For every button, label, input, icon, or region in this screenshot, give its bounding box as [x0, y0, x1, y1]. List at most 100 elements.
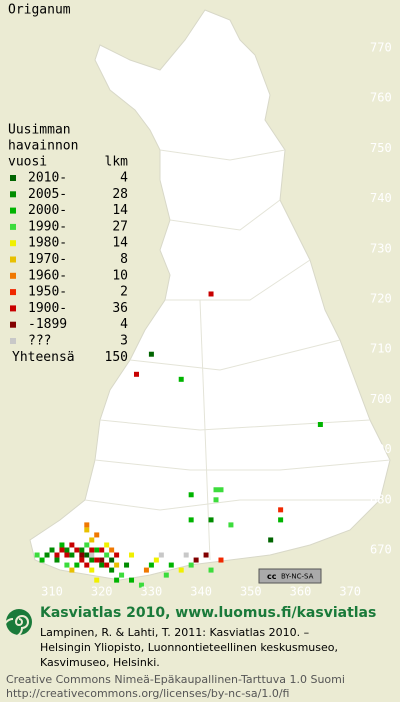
legend-label: 1900-	[28, 301, 67, 316]
legend-count: 3	[120, 334, 128, 349]
legend-swatch	[10, 272, 16, 279]
legend-count: 4	[120, 171, 128, 186]
observation-square	[79, 552, 85, 558]
observation-square	[114, 552, 120, 558]
legend-label: 1990-	[28, 219, 67, 234]
citation-line: Lampinen, R. & Lahti, T. 2011: Kasviatla…	[40, 626, 309, 639]
legend-swatch	[10, 191, 16, 198]
observation-square	[218, 487, 224, 493]
observation-square	[109, 547, 115, 553]
observation-square	[99, 547, 105, 553]
observation-square	[59, 547, 65, 553]
observation-square	[109, 557, 115, 563]
observation-square	[228, 522, 234, 528]
region-borders	[84, 149, 391, 561]
legend-count: 27	[112, 219, 128, 234]
citation-line: Helsingin Yliopisto, Luonnontieteellinen…	[40, 641, 338, 654]
legend-header: Uusimman	[8, 123, 71, 138]
legend-label: 2005-	[28, 187, 67, 202]
legend-swatch	[10, 305, 16, 312]
observation-square	[54, 557, 60, 563]
badge-terms: BY-NC-SA	[281, 573, 314, 581]
observation-square	[69, 567, 75, 573]
observation-square	[34, 552, 40, 558]
legend-swatch	[10, 256, 16, 263]
observation-square	[104, 552, 110, 558]
observation-square	[208, 567, 214, 573]
observation-square	[39, 557, 45, 563]
legend-count: 8	[120, 252, 128, 267]
y-axis-label: 690	[370, 442, 392, 456]
observation-square	[89, 552, 95, 558]
legend-swatch	[10, 240, 16, 247]
legend-count: 14	[112, 203, 128, 218]
observation-square	[119, 572, 125, 578]
legend-label: 1980-	[28, 236, 67, 251]
observation-square	[104, 562, 110, 568]
license-badge: cc BY-NC-SA	[258, 568, 322, 584]
observation-square	[268, 537, 274, 543]
observation-square	[84, 522, 90, 528]
observation-square	[79, 557, 85, 563]
observation-square	[278, 507, 284, 513]
badge-cc: cc	[267, 572, 277, 581]
y-axis-label: 770	[370, 41, 392, 55]
logo-circle	[6, 609, 32, 635]
legend-label: ???	[28, 334, 51, 349]
legend-swatch	[10, 289, 16, 296]
observation-square	[183, 552, 189, 558]
legend-label: 2010-	[28, 171, 67, 186]
license-line: Creative Commons Nimeä-Epäkaupallinen-Ta…	[6, 673, 345, 686]
legend-label: 1950-	[28, 285, 67, 300]
species-title: Origanum	[8, 3, 71, 18]
observation-square	[114, 577, 120, 583]
observation-square	[94, 577, 100, 583]
legend-label: 1960-	[28, 268, 67, 283]
legend-count: 28	[112, 187, 128, 202]
x-axis-label: 320	[91, 585, 113, 599]
observation-square	[94, 532, 100, 538]
observation-square	[218, 557, 224, 563]
x-axis-label: 310	[41, 585, 63, 599]
observation-square	[99, 562, 105, 568]
legend-header: havainnon	[8, 139, 78, 154]
total-label: Yhteensä	[12, 350, 75, 365]
observation-square	[163, 572, 169, 578]
observation-square	[138, 582, 144, 588]
observation-square	[84, 562, 90, 568]
observation-square	[278, 517, 284, 523]
observation-square	[129, 577, 135, 583]
legend-swatch	[10, 338, 16, 344]
observation-square	[143, 567, 149, 573]
observation-square	[89, 547, 95, 553]
observation-square	[89, 567, 95, 573]
observation-square	[59, 542, 65, 548]
observation-square	[208, 291, 214, 297]
observation-square	[148, 562, 154, 568]
badge-box	[258, 568, 322, 584]
observation-square	[213, 497, 219, 503]
legend-label: 1970-	[28, 252, 67, 267]
x-axis-label: 340	[190, 585, 212, 599]
legend-swatch	[10, 321, 16, 328]
x-axis-label: 370	[339, 585, 361, 599]
observations	[34, 291, 323, 588]
y-axis-label: 760	[370, 91, 392, 105]
observation-square	[94, 547, 100, 553]
observation-square	[153, 557, 159, 563]
observation-square	[64, 562, 70, 568]
observation-square	[99, 557, 105, 563]
legend-header: vuosi	[8, 155, 47, 170]
legend-label: -1899	[28, 317, 67, 332]
observation-square	[193, 557, 199, 563]
observation-square	[178, 376, 184, 382]
total-count: 150	[105, 350, 128, 365]
legend-count: 4	[120, 317, 128, 332]
observation-square	[133, 371, 139, 377]
legend-count: 36	[112, 301, 128, 316]
logo	[3, 609, 32, 638]
observation-square	[69, 542, 75, 548]
license-line: http://creativecommons.org/licenses/by-n…	[6, 687, 289, 700]
observation-square	[158, 552, 164, 558]
